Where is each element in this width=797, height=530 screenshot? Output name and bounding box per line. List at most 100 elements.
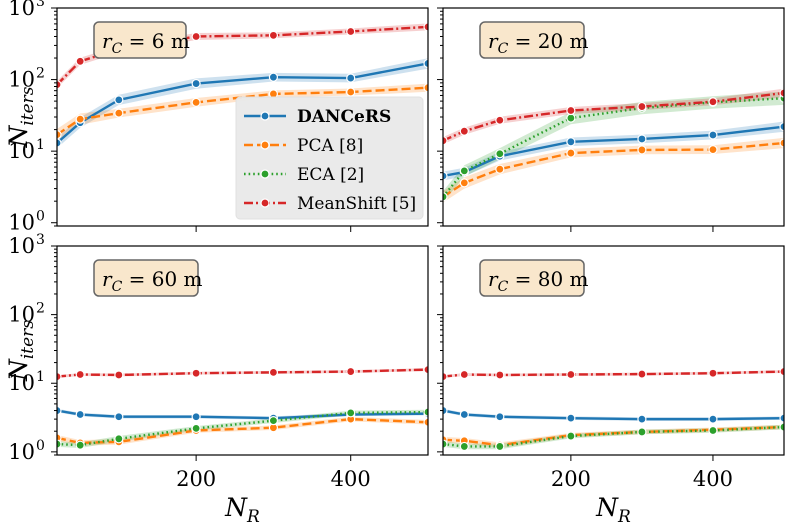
data-point — [57, 371, 62, 382]
data-point — [708, 130, 718, 140]
band-eca- — [443, 424, 784, 450]
data-point — [443, 171, 448, 181]
data-point — [114, 412, 124, 422]
data-point — [57, 405, 62, 416]
panel-title-text: rC = 80 m — [488, 267, 589, 295]
data-point — [708, 425, 718, 436]
x-tick-label: 200 — [176, 467, 216, 491]
y-tick-label-exponent: 1 — [36, 137, 45, 153]
legend-label: PCA [8] — [297, 136, 363, 156]
data-point — [495, 412, 505, 422]
y-tick-label: 10 — [8, 139, 35, 163]
y-tick-label-exponent: 0 — [36, 438, 45, 454]
data-point — [423, 417, 428, 427]
data-point — [459, 126, 469, 136]
data-point — [566, 113, 576, 123]
data-point — [268, 30, 279, 40]
y-tick-label-exponent: 0 — [36, 209, 45, 225]
data-point — [268, 72, 279, 82]
data-point — [459, 369, 469, 380]
data-point — [423, 83, 428, 93]
data-point — [75, 409, 85, 420]
data-point — [779, 138, 784, 148]
legend-label: MeanShift [5] — [297, 194, 416, 214]
data-point — [57, 80, 62, 90]
data-point — [495, 370, 505, 380]
legend-marker — [260, 198, 270, 208]
y-tick-label: 10 — [8, 234, 35, 258]
x-axis-label: NR — [224, 493, 260, 527]
data-point — [708, 368, 718, 378]
data-point — [566, 137, 576, 147]
y-tick-label-exponent: 3 — [36, 0, 45, 10]
y-tick-label: 10 — [8, 68, 35, 92]
data-point — [779, 122, 784, 132]
legend-label: DANCeRS — [297, 107, 391, 127]
panel-2: rC = 20 m — [437, 7, 785, 232]
y-tick-label: 10 — [8, 211, 35, 235]
data-point — [459, 166, 469, 176]
data-point — [114, 434, 124, 444]
plot-area — [57, 22, 428, 149]
panel-title: rC = 60 m — [93, 259, 203, 297]
data-point — [57, 439, 62, 449]
data-point — [346, 408, 356, 418]
data-point — [114, 370, 124, 380]
data-point — [495, 115, 505, 125]
y-axis-label: Niters — [4, 86, 38, 148]
legend-label: ECA [2] — [297, 165, 364, 185]
data-point — [495, 441, 505, 452]
data-point — [191, 97, 201, 107]
y-tick-label: 10 — [8, 440, 35, 464]
data-point — [566, 105, 576, 116]
data-point — [779, 366, 784, 377]
data-point — [495, 164, 505, 174]
y-tick-label: 10 — [8, 371, 35, 395]
panel-title-text: rC = 60 m — [102, 267, 203, 295]
y-tick-label: 10 — [8, 303, 35, 327]
data-point — [114, 108, 124, 118]
data-point — [346, 366, 356, 377]
y-tick-label-exponent: 2 — [36, 301, 45, 317]
panel-4: 200 400 NR rC = 80 m — [437, 245, 785, 527]
data-point — [268, 416, 279, 426]
data-point — [443, 136, 448, 146]
data-point — [459, 409, 469, 420]
data-point — [114, 95, 124, 105]
data-point — [443, 439, 448, 449]
legend-marker — [260, 140, 270, 150]
data-point — [637, 101, 647, 112]
legend-marker — [260, 169, 270, 179]
band-pca- — [443, 137, 784, 203]
data-point — [191, 412, 201, 422]
panel-title: rC = 6 m — [93, 21, 190, 59]
data-point — [268, 367, 279, 377]
data-point — [75, 440, 85, 450]
data-point — [637, 427, 647, 437]
data-point — [57, 138, 62, 148]
data-point — [566, 148, 576, 158]
data-point — [637, 145, 647, 155]
data-point — [566, 431, 576, 441]
data-point — [75, 114, 85, 124]
data-point — [346, 87, 356, 97]
legend: DANCeRS PCA [8] ECA [2] MeanShift [5] — [235, 96, 424, 220]
data-point — [459, 178, 469, 188]
data-point — [346, 26, 356, 37]
plot-area — [443, 88, 784, 203]
band-eca- — [443, 91, 784, 203]
data-point — [57, 130, 62, 140]
data-point — [637, 414, 647, 424]
x-tick-label: 400 — [331, 467, 371, 491]
data-point — [75, 56, 85, 66]
data-point — [423, 22, 428, 32]
data-point — [191, 31, 201, 42]
data-point — [191, 423, 201, 433]
y-tick-label-exponent: 1 — [36, 369, 45, 385]
panel-title: rC = 80 m — [479, 259, 589, 297]
x-tick-label: 400 — [693, 467, 733, 491]
band-meanshift- — [57, 368, 428, 379]
data-point — [423, 407, 428, 417]
